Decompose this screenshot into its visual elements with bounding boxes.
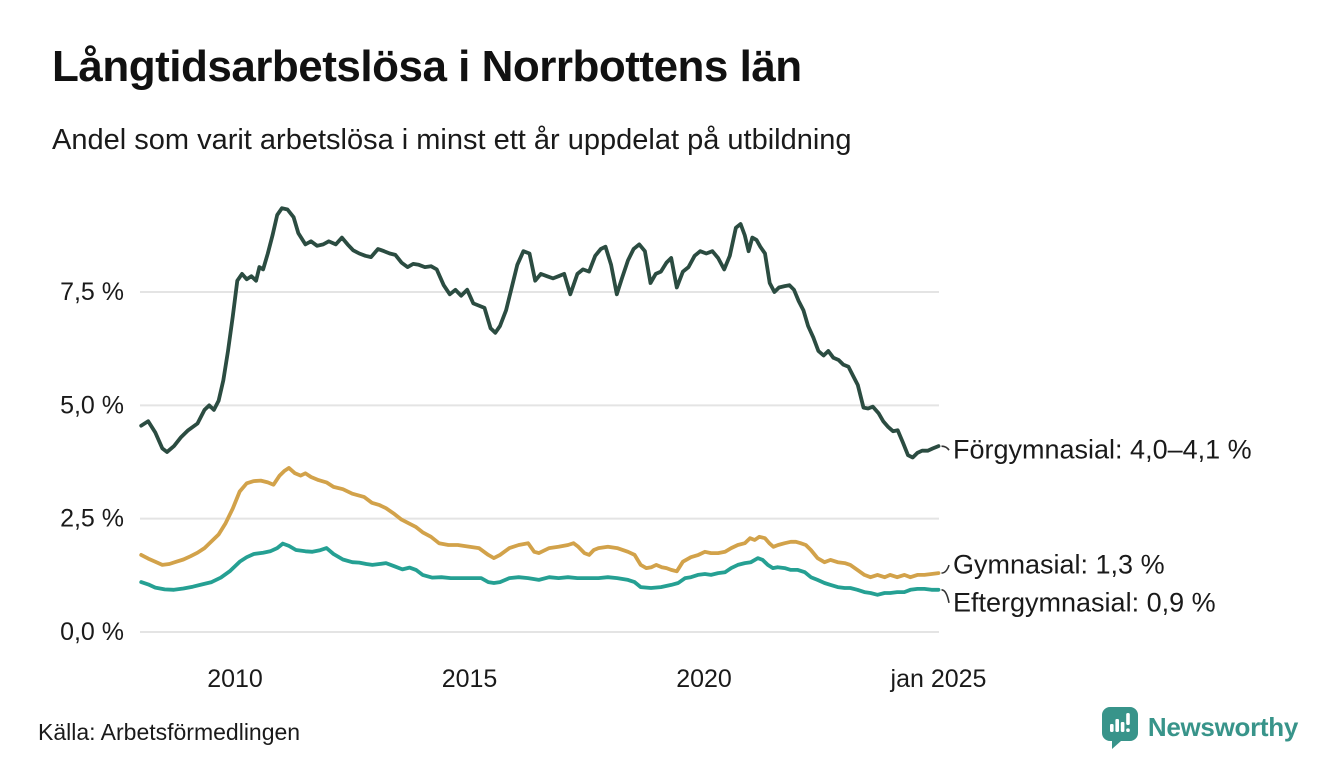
x-tick-label: 2015	[442, 665, 498, 693]
source-note: Källa: Arbetsförmedlingen	[38, 719, 301, 745]
series-line-eftergymnasial	[139, 541, 941, 597]
y-tick-label: 7,5 %	[60, 278, 124, 306]
newsworthy-logo-icon	[1101, 707, 1138, 749]
annotation-forgymnasial: Förgymnasial: 4,0–4,1 %	[953, 434, 1252, 465]
annotation-connector-gymnasial	[941, 564, 950, 574]
annotation-connector-eftergymnasial	[941, 589, 950, 603]
y-tick-label: 0,0 %	[60, 618, 124, 646]
series-line-gymnasial	[139, 465, 941, 580]
newsworthy-logo: Newsworthy	[1101, 706, 1298, 749]
page-subtitle: Andel som varit arbetslösa i minst ett å…	[52, 124, 852, 156]
x-tick-label: 2020	[676, 665, 732, 693]
x-tick-label: 2010	[207, 665, 263, 693]
annotation-eftergymnasial: Eftergymnasial: 0,9 %	[953, 587, 1216, 618]
x-tick-label: jan 2025	[890, 665, 987, 693]
annotation-connector-forgymnasial	[941, 445, 950, 451]
newsworthy-logo-text: Newsworthy	[1147, 712, 1298, 742]
y-tick-label: 2,5 %	[60, 505, 124, 533]
page-title: Långtidsarbetslösa i Norrbottens län	[52, 42, 802, 91]
series-line-forgymnasial	[139, 206, 941, 460]
y-tick-label: 5,0 %	[60, 391, 124, 419]
annotation-gymnasial: Gymnasial: 1,3 %	[953, 549, 1165, 580]
